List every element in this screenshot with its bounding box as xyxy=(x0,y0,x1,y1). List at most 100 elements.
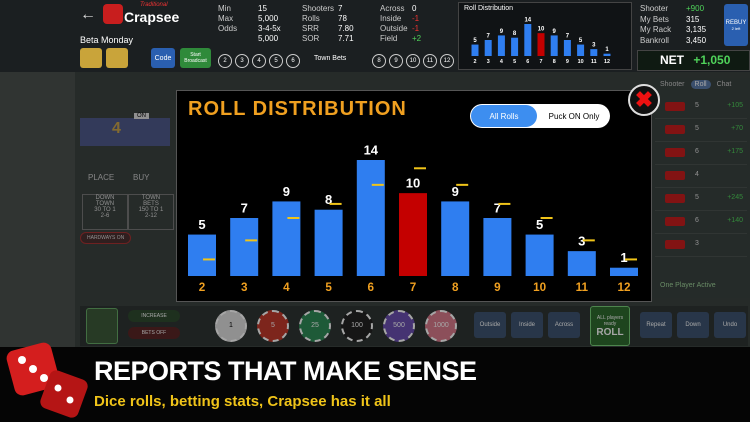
broadcast-button[interactable]: Start Broadcast xyxy=(180,48,211,68)
settings-button[interactable] xyxy=(80,48,102,68)
ready: ALL players ready xyxy=(596,314,624,327)
text: BETS xyxy=(143,201,159,207)
point-box xyxy=(80,118,170,146)
hardways-toggle[interactable]: HARDWAYS ON xyxy=(80,232,132,244)
text: TOWN xyxy=(141,195,161,201)
category-label: 11 xyxy=(591,59,597,65)
number-button[interactable]: 11 xyxy=(423,54,437,68)
bet-button[interactable]: Inside xyxy=(511,312,543,338)
value-label: 8 xyxy=(513,31,517,37)
value-label: 9 xyxy=(500,29,504,35)
point: 4 xyxy=(112,120,121,137)
number-button[interactable]: 12 xyxy=(440,54,454,68)
row: Rolls 78 xyxy=(302,14,372,24)
roll-row: 5 +105 xyxy=(655,96,747,119)
label: Across xyxy=(380,4,405,13)
session: Beta Monday xyxy=(80,35,134,45)
number-button[interactable]: 8 xyxy=(372,54,386,68)
tab[interactable]: Chat xyxy=(716,81,732,88)
notes-button[interactable] xyxy=(106,48,128,68)
close-button[interactable]: ✖ xyxy=(628,84,660,116)
number-button[interactable]: 5 xyxy=(269,54,283,68)
chip[interactable]: 25 xyxy=(299,310,331,342)
town-bets: Town Bets xyxy=(314,55,347,62)
roll-total: 4 xyxy=(695,171,699,178)
number-button[interactable]: 6 xyxy=(286,54,300,68)
bar xyxy=(550,35,558,56)
chip[interactable]: 1000 xyxy=(425,310,457,342)
toggle-puck[interactable]: Puck ON Only xyxy=(548,111,600,121)
category-label: 6 xyxy=(526,59,529,65)
code-button[interactable]: Code xyxy=(151,48,175,68)
action-button[interactable]: Down xyxy=(677,312,709,338)
value-label: 3 xyxy=(578,233,585,248)
win: +70 xyxy=(731,125,743,132)
category-label: 8 xyxy=(553,59,556,65)
bet-button[interactable]: Outside xyxy=(474,312,506,338)
rebuy-left: 2 left xyxy=(731,25,741,31)
number-button[interactable]: 2 xyxy=(218,54,232,68)
chip[interactable]: 1 xyxy=(215,310,247,342)
value-label: 10 xyxy=(538,27,545,33)
value: 5,000 xyxy=(258,34,279,43)
text: 30 TO 1 xyxy=(94,207,116,213)
text: DOWN xyxy=(95,195,115,201)
roll-total: 5 xyxy=(695,125,699,132)
bar xyxy=(603,53,611,56)
bar xyxy=(610,267,638,276)
win: +140 xyxy=(727,217,743,224)
chip[interactable]: 5 xyxy=(257,310,289,342)
value-label: 3 xyxy=(592,43,596,49)
rebuy-button[interactable]: REBUY 2 left xyxy=(724,4,748,46)
label: Odds xyxy=(218,24,238,33)
tab[interactable]: Shooter xyxy=(660,81,685,88)
label: SOR xyxy=(302,34,320,43)
label: Field xyxy=(380,34,398,43)
bar xyxy=(497,35,505,56)
action-button[interactable]: Undo xyxy=(714,312,746,338)
label: Inside xyxy=(380,14,402,23)
charts: 5273948514610798795103111125273948514610… xyxy=(188,17,638,294)
bet-buttons: Outside Inside Across xyxy=(474,312,584,340)
dice-icon xyxy=(665,171,685,180)
modal-title: ROLL DISTRIBUTION xyxy=(188,98,407,120)
mini-chart-panel xyxy=(458,2,632,70)
toggle-all[interactable]: All Rolls xyxy=(471,105,537,127)
net-value: +1,050 xyxy=(693,53,731,67)
town-bets-box[interactable]: TOWN BETS 150 TO 1 2-12 xyxy=(128,194,174,230)
bets-off-toggle[interactable]: BETS OFF xyxy=(128,327,180,339)
bet-button[interactable]: Across xyxy=(548,312,580,338)
back-icon[interactable]: ← xyxy=(80,6,96,23)
hardway-button[interactable] xyxy=(86,308,118,344)
category-label: 5 xyxy=(325,281,332,294)
roll: ROLL xyxy=(596,326,624,338)
chip[interactable]: 500 xyxy=(383,310,415,342)
bar xyxy=(567,251,596,276)
roll-button[interactable]: ALL players ready ROLL xyxy=(590,306,630,346)
number-button[interactable]: 9 xyxy=(389,54,403,68)
number-button[interactable]: 10 xyxy=(406,54,420,68)
roll-row: 4 xyxy=(655,165,747,188)
puck: ON xyxy=(134,113,149,119)
rebuy: REBUY xyxy=(725,19,747,26)
row: Odds 3-4-5x xyxy=(218,24,292,34)
category-label: 9 xyxy=(494,281,501,294)
number-button[interactable]: 3 xyxy=(235,54,249,68)
down-town-box[interactable]: DOWN TOWN 30 TO 1 2-6 xyxy=(82,194,128,230)
dice-icon xyxy=(665,194,685,203)
bar xyxy=(356,160,385,276)
value-label: 5 xyxy=(473,38,477,44)
action-button[interactable]: Repeat xyxy=(640,312,672,338)
category-label: 3 xyxy=(487,59,490,65)
number-button[interactable]: 4 xyxy=(252,54,266,68)
label: My Rack xyxy=(640,25,672,34)
chip[interactable]: 100 xyxy=(341,310,373,342)
tab[interactable]: Roll xyxy=(690,80,711,89)
category-label: 11 xyxy=(576,281,589,294)
label: Max xyxy=(218,14,234,23)
roll-total: 5 xyxy=(695,194,699,201)
dice-art xyxy=(6,342,88,418)
increase-toggle[interactable]: INCREASE xyxy=(128,310,180,322)
dice-icon xyxy=(665,125,685,134)
row: My Rack 3,135 xyxy=(640,25,720,36)
